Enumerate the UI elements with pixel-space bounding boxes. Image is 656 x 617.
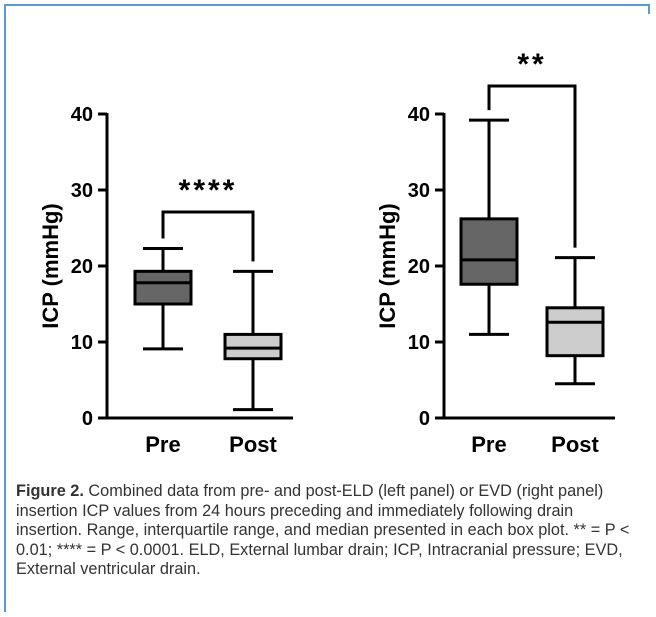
y-tick-label: 40 [408, 104, 430, 126]
y-tick-label: 20 [408, 256, 430, 278]
y-tick-label: 30 [71, 180, 93, 202]
caption-text: Combined data from pre- and post-ELD (le… [16, 482, 630, 578]
x-category-label: Post [551, 432, 599, 457]
box-pre: Pre [459, 118, 519, 457]
y-tick-label: 30 [408, 180, 430, 202]
y-axis-label: ICP (mmHg) [375, 203, 400, 329]
x-category-label: Post [229, 432, 277, 457]
figure-frame [4, 4, 650, 612]
y-tick-label: 10 [408, 332, 430, 354]
box-post: Post [223, 269, 283, 457]
y-tick-label: 10 [71, 332, 93, 354]
x-category-label: Pre [145, 432, 180, 457]
iqr-box [223, 332, 283, 361]
caption-label: Figure 2. [16, 482, 84, 500]
significance-stars: **** [179, 174, 238, 207]
figure-caption: Figure 2. Combined data from pre- and po… [16, 482, 636, 580]
y-tick-label: 20 [71, 256, 93, 278]
significance-stars: ** [517, 48, 546, 81]
x-category-label: Pre [471, 432, 506, 457]
figure-plots: 0 10 20 30 40 ICP (mmHg) Pre Post **** 0 10 20 30 40 I… [38, 48, 615, 457]
box-pre: Pre [133, 247, 193, 457]
iqr-box [545, 306, 605, 358]
y-tick-label: 0 [82, 408, 93, 430]
significance-bracket [161, 210, 255, 262]
y-tick-label: 40 [71, 104, 93, 126]
iqr-box [133, 269, 193, 306]
y-tick-label: 0 [419, 408, 430, 430]
frame-corner [648, 6, 650, 14]
iqr-box [459, 217, 519, 286]
significance-bracket [487, 84, 577, 248]
box-post: Post [545, 256, 605, 457]
chart-panel-right: 0 10 20 30 40 ICP (mmHg) Pre Post ** [375, 48, 615, 457]
chart-panel-left: 0 10 20 30 40 ICP (mmHg) Pre Post **** [38, 104, 293, 457]
y-axis-label: ICP (mmHg) [38, 203, 63, 329]
